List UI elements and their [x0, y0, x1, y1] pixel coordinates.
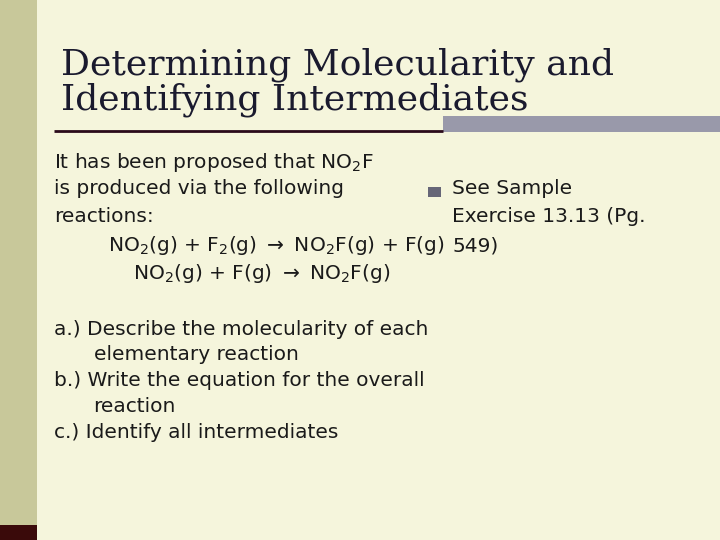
Text: reactions:: reactions: [54, 206, 154, 226]
Text: Determining Molecularity and: Determining Molecularity and [61, 48, 614, 82]
Bar [443, 116, 720, 132]
Text: is produced via the following: is produced via the following [54, 179, 344, 199]
Text: elementary reaction: elementary reaction [94, 345, 299, 364]
Text: a.) Describe the molecularity of each: a.) Describe the molecularity of each [54, 320, 428, 339]
Text: Identifying Intermediates: Identifying Intermediates [61, 83, 528, 117]
Text: See Sample: See Sample [452, 179, 572, 199]
Text: b.) Write the equation for the overall: b.) Write the equation for the overall [54, 371, 425, 390]
Bar [0, 0, 37, 540]
Bar [0, 525, 37, 540]
Text: reaction: reaction [94, 396, 176, 416]
Text: NO$_2$(g) + F(g) $\rightarrow$ NO$_2$F(g): NO$_2$(g) + F(g) $\rightarrow$ NO$_2$F(g… [133, 262, 390, 285]
Text: It has been proposed that NO$_2$F: It has been proposed that NO$_2$F [54, 151, 374, 173]
Text: Exercise 13.13 (Pg.: Exercise 13.13 (Pg. [452, 206, 646, 226]
Text: NO$_2$(g) + F$_2$(g) $\rightarrow$ NO$_2$F(g) + F(g): NO$_2$(g) + F$_2$(g) $\rightarrow$ NO$_2… [108, 234, 445, 257]
Bar [428, 187, 441, 197]
Text: 549): 549) [452, 236, 498, 255]
Text: c.) Identify all intermediates: c.) Identify all intermediates [54, 422, 338, 442]
